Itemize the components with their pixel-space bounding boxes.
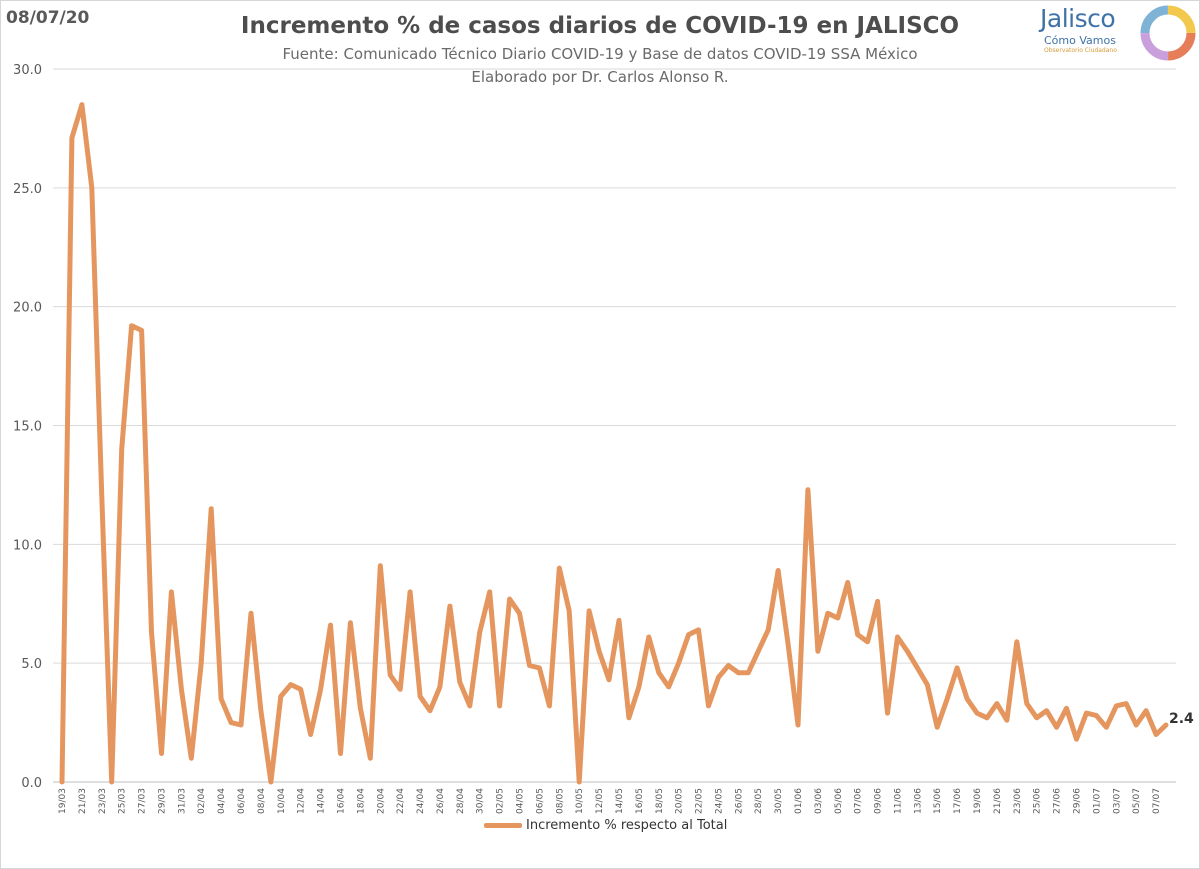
chart-source: Fuente: Comunicado Técnico Diario COVID-… (282, 45, 918, 63)
x-tick-label: 16/04 (336, 788, 346, 814)
x-tick-label: 01/06 (794, 788, 804, 814)
x-tick-label: 02/04 (197, 788, 207, 814)
y-tick-label: 20.0 (13, 301, 42, 316)
x-tick-label: 12/05 (595, 788, 605, 814)
x-tick-label: 05/07 (1132, 788, 1142, 814)
x-tick-label: 03/06 (814, 788, 824, 814)
x-tick-label: 10/05 (575, 788, 585, 814)
x-tick-label: 10/04 (277, 788, 287, 814)
x-tick-label: 30/05 (774, 788, 784, 814)
y-tick-label: 25.0 (13, 182, 42, 197)
x-tick-label: 26/04 (436, 788, 446, 814)
x-tick-label: 25/06 (1033, 788, 1043, 814)
x-tick-label: 31/03 (177, 788, 187, 814)
x-tick-label: 12/04 (297, 788, 307, 814)
x-tick-label: 13/06 (913, 788, 923, 814)
x-tick-label: 15/06 (933, 788, 943, 814)
x-tick-label: 19/03 (58, 788, 68, 814)
x-tick-label: 20/04 (376, 788, 386, 814)
x-tick-label: 08/05 (555, 788, 565, 814)
x-tick-label: 07/07 (1152, 788, 1162, 814)
y-tick-label: 30.0 (13, 63, 42, 78)
colored-ring-icon (1140, 5, 1196, 61)
x-tick-label: 08/04 (257, 788, 267, 814)
x-tick-label: 16/05 (635, 788, 645, 814)
chart-author: Elaborado por Dr. Carlos Alonso R. (471, 68, 729, 86)
legend-label: Incremento % respecto al Total (526, 818, 728, 833)
x-tick-label: 27/03 (138, 788, 148, 814)
x-tick-label: 06/05 (535, 788, 545, 814)
x-tick-label: 28/04 (456, 788, 466, 814)
x-tick-label: 27/06 (1053, 788, 1063, 814)
y-tick-label: 0.0 (21, 776, 42, 791)
x-tick-label: 23/03 (98, 788, 108, 814)
x-tick-label: 02/05 (496, 788, 506, 814)
x-tick-label: 07/06 (854, 788, 864, 814)
x-tick-label: 03/07 (1112, 788, 1122, 814)
x-tick-label: 04/04 (217, 788, 227, 814)
x-tick-label: 01/07 (1092, 788, 1102, 814)
x-tick-label: 17/06 (953, 788, 963, 814)
x-tick-label: 28/05 (754, 788, 764, 814)
x-tick-label: 29/03 (157, 788, 167, 814)
x-tick-label: 05/06 (834, 788, 844, 814)
logo-small-text: Observatorio Ciudadano (1044, 47, 1117, 54)
legend: Incremento % respecto al Total (484, 818, 727, 833)
logo-tagline: Cómo Vamos (1044, 34, 1116, 47)
logo-name: Jalisco (1040, 4, 1116, 33)
x-tick-label: 30/04 (476, 788, 486, 814)
x-tick-label: 22/05 (695, 788, 705, 814)
x-tick-label: 29/06 (1072, 788, 1082, 814)
y-tick-label: 15.0 (13, 420, 42, 435)
x-tick-label: 24/05 (714, 788, 724, 814)
x-tick-label: 06/04 (237, 788, 247, 814)
end-value-label: 2.4 (1169, 711, 1194, 727)
x-tick-label: 23/06 (1013, 788, 1023, 814)
x-tick-label: 09/06 (874, 788, 884, 814)
x-tick-label: 11/06 (893, 788, 903, 814)
x-tick-label: 21/06 (993, 788, 1003, 814)
chart-title: Incremento % de casos diarios de COVID-1… (240, 13, 960, 39)
series-line (59, 102, 1169, 785)
date-label: 08/07/20 (6, 8, 90, 28)
x-tick-label: 14/05 (615, 788, 625, 814)
y-tick-label: 10.0 (13, 538, 42, 553)
x-tick-label: 22/04 (396, 788, 406, 814)
x-tick-label: 04/05 (516, 788, 526, 814)
x-tick-label: 14/04 (317, 788, 327, 814)
x-tick-label: 26/05 (734, 788, 744, 814)
x-tick-label: 19/06 (973, 788, 983, 814)
x-tick-label: 25/03 (118, 788, 128, 814)
jalisco-como-vamos-logo: Jalisco Cómo Vamos Observatorio Ciudadan… (1040, 4, 1200, 64)
x-tick-label: 21/03 (78, 788, 88, 814)
x-tick-label: 20/05 (675, 788, 685, 814)
x-tick-label: 24/04 (416, 788, 426, 814)
legend-swatch (484, 823, 522, 828)
y-tick-label: 5.0 (21, 657, 42, 672)
x-tick-label: 18/05 (655, 788, 665, 814)
x-tick-label: 18/04 (356, 788, 366, 814)
